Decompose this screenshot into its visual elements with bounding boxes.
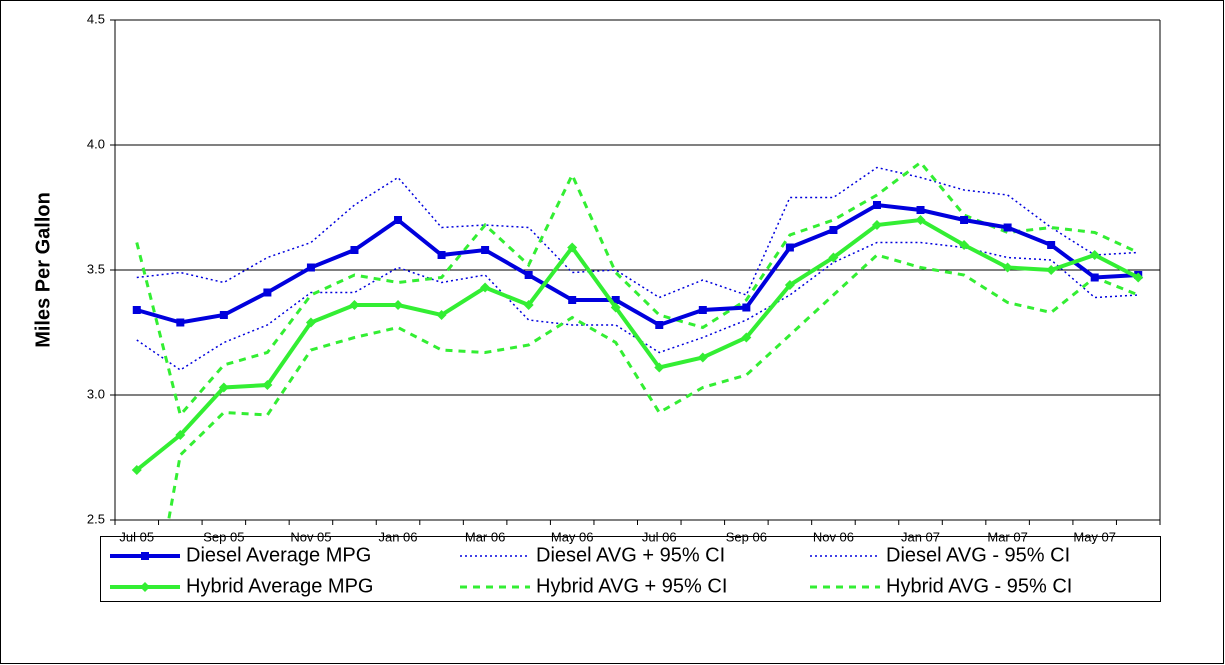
marker <box>140 582 150 592</box>
y-tick-label: 4.5 <box>87 11 105 26</box>
y-tick-label: 3.5 <box>87 261 105 276</box>
marker <box>436 310 447 320</box>
marker <box>1090 273 1099 282</box>
marker <box>829 226 838 234</box>
marker <box>131 465 142 475</box>
marker <box>915 215 926 225</box>
marker <box>480 282 491 293</box>
marker <box>611 296 620 304</box>
marker <box>655 321 664 329</box>
y-tick-label: 3.0 <box>87 386 105 401</box>
marker <box>785 243 794 252</box>
marker <box>1047 241 1056 249</box>
marker <box>350 246 359 254</box>
marker <box>132 306 141 314</box>
marker <box>741 332 752 343</box>
marker <box>1046 265 1057 275</box>
marker <box>481 246 490 254</box>
legend-label: Hybrid Average MPG <box>186 575 374 597</box>
series-line <box>135 217 1140 472</box>
marker <box>697 352 708 363</box>
marker <box>871 220 882 230</box>
marker <box>872 201 881 209</box>
y-axis-label: Miles Per Gallon <box>32 192 54 348</box>
marker <box>175 430 186 440</box>
marker <box>1133 272 1144 283</box>
legend-label: Hybrid AVG + 95% CI <box>536 575 727 597</box>
legend: Diesel Average MPG Diesel AVG + 95% CI Die… <box>110 544 1072 597</box>
marker <box>394 216 403 224</box>
marker <box>960 216 969 224</box>
marker <box>393 300 404 310</box>
marker <box>959 240 970 250</box>
legend-label: Diesel AVG - 95% CI <box>886 544 1070 566</box>
marker <box>176 318 185 327</box>
series-line <box>167 253 1139 520</box>
marker <box>610 302 621 313</box>
marker <box>567 242 578 253</box>
marker <box>524 271 533 279</box>
marker <box>916 206 925 214</box>
marker <box>654 362 665 373</box>
legend-box <box>100 536 1161 602</box>
y-tick-label: 4.0 <box>87 136 105 151</box>
marker <box>305 317 316 328</box>
marker <box>306 263 315 272</box>
marker <box>523 300 534 310</box>
legend-label: Hybrid AVG - 95% CI <box>886 575 1072 597</box>
legend-label: Diesel Average MPG <box>186 544 371 566</box>
marker <box>218 382 229 393</box>
marker <box>263 288 272 297</box>
y-tick-label: 2.5 <box>87 511 105 526</box>
series-layer <box>131 160 1144 520</box>
marker <box>262 380 273 390</box>
marker <box>1089 250 1100 260</box>
marker <box>219 311 228 319</box>
series-line <box>136 202 1139 328</box>
marker <box>1003 223 1012 232</box>
marker <box>437 251 446 259</box>
marker <box>568 296 577 304</box>
legend-symbol <box>110 582 180 592</box>
marker <box>349 300 360 310</box>
marker <box>784 280 795 290</box>
marker <box>141 552 149 560</box>
marker <box>742 303 751 312</box>
legend-label: Diesel AVG + 95% CI <box>536 544 725 566</box>
legend-symbol <box>110 552 180 560</box>
marker <box>1002 262 1013 273</box>
marker <box>828 252 839 263</box>
series-line <box>135 160 1139 419</box>
marker <box>698 306 707 314</box>
